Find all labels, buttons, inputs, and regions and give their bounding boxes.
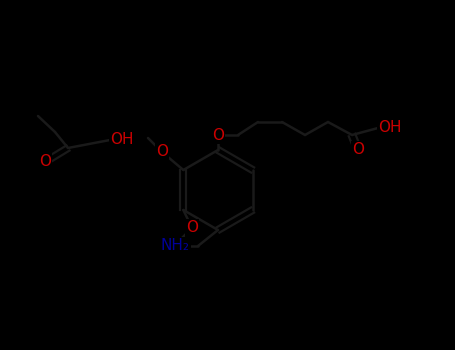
Text: OH: OH bbox=[110, 133, 133, 147]
Text: O: O bbox=[156, 145, 168, 160]
Text: O: O bbox=[39, 154, 51, 169]
Text: NH₂: NH₂ bbox=[161, 238, 189, 253]
Text: O: O bbox=[186, 220, 198, 236]
Text: O: O bbox=[212, 127, 224, 142]
Text: O: O bbox=[352, 142, 364, 158]
Text: OH: OH bbox=[378, 120, 401, 135]
